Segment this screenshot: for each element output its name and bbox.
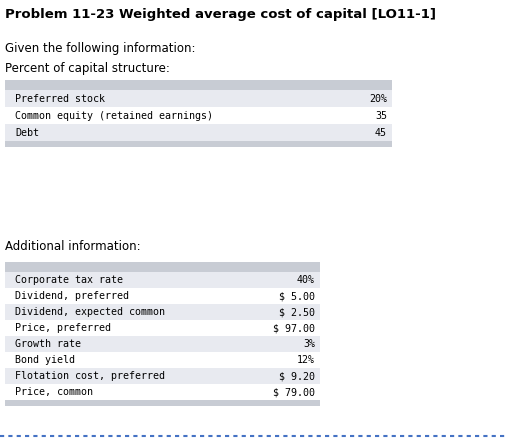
Bar (5, 107, 392, 124)
Bar (5, 80, 392, 90)
Text: $ 79.00: $ 79.00 (273, 387, 315, 397)
Text: Common equity (retained earnings): Common equity (retained earnings) (15, 111, 213, 120)
Text: Problem 11-23 Weighted average cost of capital [LO11-1]: Problem 11-23 Weighted average cost of c… (5, 8, 436, 21)
Text: Given the following information:: Given the following information: (5, 42, 196, 55)
Text: Corporate tax rate: Corporate tax rate (15, 275, 123, 285)
Text: Price, preferred: Price, preferred (15, 323, 111, 333)
Text: Debt: Debt (15, 127, 39, 138)
Text: Bond yield: Bond yield (15, 355, 75, 365)
Text: Dividend, expected common: Dividend, expected common (15, 307, 165, 317)
Text: 12%: 12% (297, 355, 315, 365)
Bar (5, 141, 392, 147)
Text: 20%: 20% (369, 94, 387, 103)
Text: Growth rate: Growth rate (15, 339, 81, 349)
Text: $ 5.00: $ 5.00 (279, 291, 315, 301)
Text: $ 2.50: $ 2.50 (279, 307, 315, 317)
Bar (5, 262, 320, 272)
Text: 35: 35 (375, 111, 387, 120)
Text: $ 9.20: $ 9.20 (279, 371, 315, 381)
Text: $ 97.00: $ 97.00 (273, 323, 315, 333)
Text: 40%: 40% (297, 275, 315, 285)
Bar (5, 384, 320, 400)
Text: 45: 45 (375, 127, 387, 138)
Text: Price, common: Price, common (15, 387, 93, 397)
Text: Flotation cost, preferred: Flotation cost, preferred (15, 371, 165, 381)
Bar (5, 368, 320, 384)
Text: Dividend, preferred: Dividend, preferred (15, 291, 129, 301)
Bar (5, 336, 320, 352)
Bar (5, 304, 320, 320)
Bar (5, 124, 392, 141)
Bar (5, 400, 320, 406)
Bar (5, 320, 320, 336)
Bar (5, 90, 392, 107)
Text: Percent of capital structure:: Percent of capital structure: (5, 62, 170, 75)
Bar (5, 352, 320, 368)
Bar (5, 272, 320, 288)
Text: Additional information:: Additional information: (5, 240, 140, 253)
Text: 3%: 3% (303, 339, 315, 349)
Bar (5, 288, 320, 304)
Text: Preferred stock: Preferred stock (15, 94, 105, 103)
